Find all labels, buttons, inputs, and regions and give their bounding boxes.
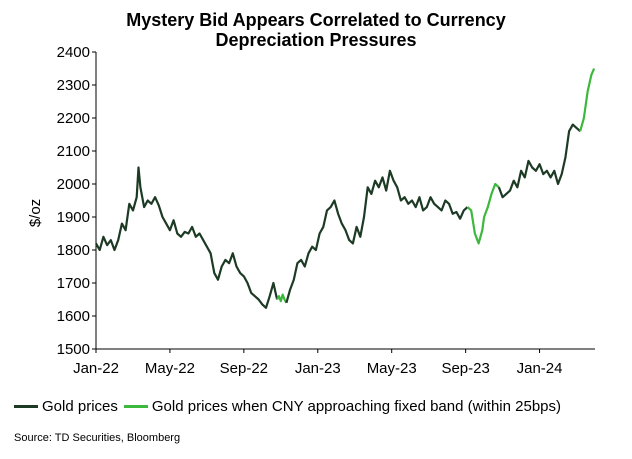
legend-item-cny-band: Gold prices when CNY approaching fixed b… xyxy=(123,397,561,415)
cny-band-segment-3 xyxy=(466,182,500,245)
gold-price-segment-0 xyxy=(95,166,279,309)
chart-title-line-2: Depreciation Pressures xyxy=(215,30,417,50)
y-ticks: 1500 1600 1700 1800 1900 2000 2100 2200 2300 2400 xyxy=(57,44,96,358)
y-tick-label: 1500 xyxy=(57,341,90,358)
legend-item-gold-prices: Gold prices xyxy=(14,398,118,415)
x-tick-label: Jan-23 xyxy=(295,360,341,377)
cny-band-segment-5 xyxy=(579,68,596,132)
x-tick-label: Jan-24 xyxy=(517,360,563,377)
legend-swatch-cny-band xyxy=(123,404,148,408)
x-tick-label: May-23 xyxy=(367,360,417,377)
gold-price-segment-4 xyxy=(497,123,581,199)
axes xyxy=(95,52,595,350)
y-tick-label: 1800 xyxy=(57,242,90,259)
series-layer xyxy=(95,68,596,309)
y-tick-label: 1700 xyxy=(57,275,90,292)
x-tick-label: Jan-22 xyxy=(73,360,119,377)
chart-title: Mystery Bid Appears Correlated to Curren… xyxy=(0,10,632,50)
y-tick-label: 2000 xyxy=(57,176,90,193)
y-tick-label: 1600 xyxy=(57,308,90,325)
legend-label-gold-prices: Gold prices xyxy=(42,397,118,415)
x-ticks: Jan-22 May-22 Sep-22 Jan-23 May-23 Sep-23 Jan-… xyxy=(73,349,562,377)
y-tick-label: 2200 xyxy=(57,110,90,127)
legend-swatch-gold-prices xyxy=(14,404,38,408)
legend: Gold prices Gold prices when CNY approac… xyxy=(14,396,567,416)
y-axis-title: $/oz xyxy=(27,199,44,227)
chart-title-line-1: Mystery Bid Appears Correlated to Curren… xyxy=(126,10,506,30)
y-tick-label: 1900 xyxy=(57,209,90,226)
y-tick-label: 2100 xyxy=(57,143,90,160)
cny-band-segment-1 xyxy=(276,293,288,304)
y-tick-label: 2400 xyxy=(57,44,90,61)
source-note: Source: TD Securities, Bloomberg xyxy=(14,432,181,444)
x-tick-label: Sep-23 xyxy=(441,360,489,377)
x-tick-label: Sep-22 xyxy=(220,360,268,377)
x-tick-label: May-22 xyxy=(145,360,195,377)
gold-price-segment-2 xyxy=(285,169,469,304)
legend-label-cny-band: Gold prices when CNY approaching fixed b… xyxy=(151,397,561,415)
y-tick-label: 2300 xyxy=(57,77,90,94)
